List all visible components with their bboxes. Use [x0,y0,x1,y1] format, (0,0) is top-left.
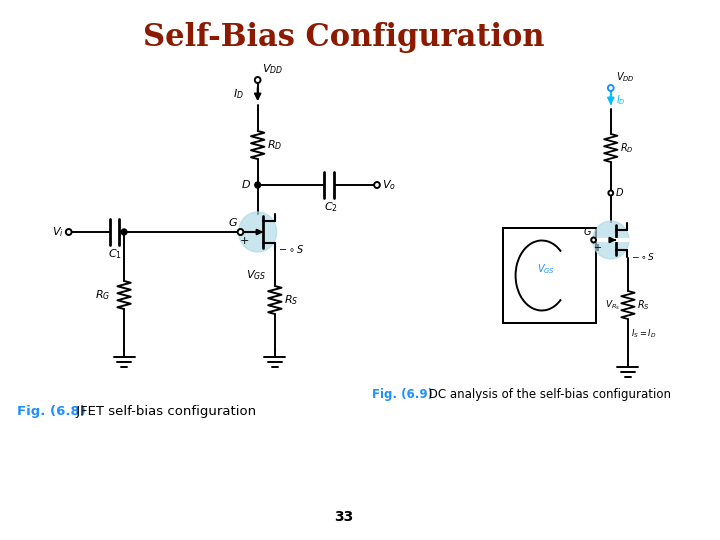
Circle shape [238,229,243,235]
Text: $R_D$: $R_D$ [267,138,282,152]
Text: $I_D$: $I_D$ [233,87,244,101]
Text: $R_D$: $R_D$ [621,141,634,155]
Text: $R_G$: $R_G$ [95,288,111,302]
Text: D: D [616,188,623,198]
Text: JFET self-bias configuration: JFET self-bias configuration [71,405,256,418]
Text: $C_2$: $C_2$ [324,200,338,214]
Circle shape [66,229,71,235]
Text: $V_{R_S}$: $V_{R_S}$ [605,298,621,312]
Text: D: D [241,180,250,190]
Text: $V_{DD}$: $V_{DD}$ [616,70,634,84]
Text: Fig. (6.9): Fig. (6.9) [372,388,433,401]
Circle shape [593,221,629,259]
Text: $V_{GS}$: $V_{GS}$ [246,268,266,282]
Text: +: + [593,243,601,253]
Text: DC analysis of the self-bias configuration: DC analysis of the self-bias configurati… [425,388,671,401]
Text: $R_S$: $R_S$ [637,298,650,312]
Text: Fig. (6.8): Fig. (6.8) [17,405,86,418]
Text: Self-Bias Configuration: Self-Bias Configuration [143,22,544,53]
Text: 33: 33 [334,510,354,524]
Circle shape [121,229,127,235]
Circle shape [608,85,613,91]
Text: $V_{DD}$: $V_{DD}$ [263,62,284,76]
Text: $R_S$: $R_S$ [284,293,299,307]
Text: $-\circ S$: $-\circ S$ [631,252,655,262]
Text: G: G [583,227,590,237]
FancyBboxPatch shape [503,228,595,323]
Text: $V_o$: $V_o$ [382,178,396,192]
Text: $C_1$: $C_1$ [107,247,122,261]
Circle shape [608,191,613,195]
Circle shape [255,182,261,188]
Text: $V_{GS}$: $V_{GS}$ [536,262,554,276]
Circle shape [255,77,261,83]
Circle shape [591,238,596,242]
Text: $I_D$: $I_D$ [616,93,625,107]
Text: $V_i$: $V_i$ [53,225,64,239]
Text: $I_S = I_D$: $I_S = I_D$ [631,327,656,340]
Text: G: G [228,218,237,228]
Circle shape [374,182,380,188]
Circle shape [238,212,276,252]
Text: $-\circ S$: $-\circ S$ [278,243,304,255]
Text: +: + [240,236,249,246]
